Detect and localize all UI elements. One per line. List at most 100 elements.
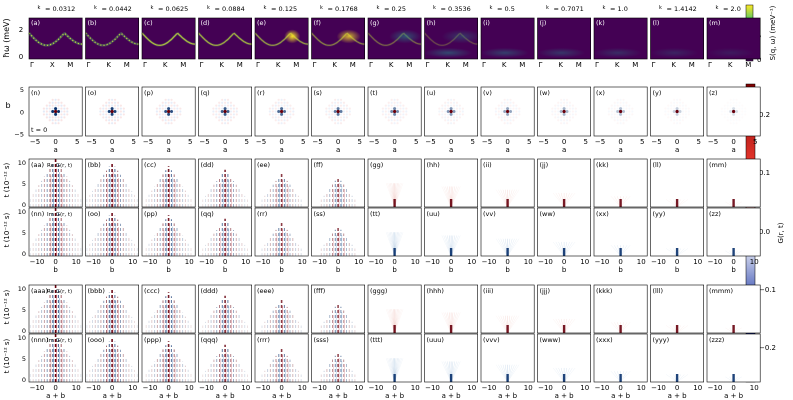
lattice-site xyxy=(664,113,667,116)
lattice-site xyxy=(610,113,613,116)
xtick-label: M xyxy=(463,61,469,69)
xtick-label: K xyxy=(671,61,676,69)
G-fan-line xyxy=(394,309,404,334)
lattice-site xyxy=(628,104,631,107)
lattice-site xyxy=(571,113,574,116)
lattice-site xyxy=(402,113,405,116)
lattice-site xyxy=(274,110,277,113)
lattice-site xyxy=(568,113,572,116)
xlabel: a + b xyxy=(159,392,179,400)
spectrum-panel-0: (a) Γ X M xyxy=(28,17,83,69)
temp-label-5: = 0.1768 xyxy=(328,5,358,13)
lattice-site xyxy=(99,113,102,116)
G-fan-line xyxy=(450,361,459,383)
panel-tag: (ttt) xyxy=(370,336,383,344)
lattice-site xyxy=(277,104,280,107)
panel-frame xyxy=(537,158,592,208)
panel-tag: (rrr) xyxy=(257,336,270,344)
panel-frame xyxy=(367,158,422,208)
lattice-site xyxy=(51,113,54,116)
G-panel-4-5: (fff) xyxy=(311,284,366,334)
G-panel-2-0: (aa) Re G(r, t) xyxy=(28,158,83,208)
lattice-site xyxy=(672,110,676,113)
lattice-site xyxy=(399,107,402,110)
panel-tag: (nn) xyxy=(31,210,44,218)
origin-site xyxy=(110,109,114,114)
lattice-site xyxy=(283,110,287,113)
lattice-site xyxy=(568,110,572,113)
panel-tag: (l) xyxy=(653,19,660,27)
lattice-site xyxy=(325,107,328,110)
realspace-panel-9: (w) −5 0 5 a xyxy=(537,86,592,154)
lattice-site xyxy=(164,107,167,110)
panel-tag: (d) xyxy=(201,19,210,27)
lattice-site xyxy=(226,104,230,107)
lattice-site xyxy=(735,119,738,122)
origin-site xyxy=(732,109,736,114)
lattice-site xyxy=(673,116,676,119)
lattice-site xyxy=(179,110,182,113)
lattice-site xyxy=(337,98,340,101)
lattice-site xyxy=(111,101,114,104)
lattice-site xyxy=(274,107,277,110)
lattice-site xyxy=(503,113,506,116)
G-fan-line xyxy=(669,248,678,257)
xtick-label: −10 xyxy=(708,258,723,266)
realspace-panel-11: (y) −5 0 5 a xyxy=(650,86,705,154)
panel-frame xyxy=(367,86,422,137)
lattice-site xyxy=(325,113,328,116)
lattice-site xyxy=(518,110,521,113)
spectrum-panel-6: (g) Γ K M xyxy=(367,17,422,69)
lattice-site xyxy=(292,113,295,116)
temp-symbol: k xyxy=(94,5,97,11)
panel-frame xyxy=(311,284,366,334)
lattice-site xyxy=(173,101,176,104)
lattice-site xyxy=(449,112,453,116)
panel-tag: (k) xyxy=(596,19,605,27)
lattice-site xyxy=(271,104,274,107)
panel-tag: (u) xyxy=(427,89,436,97)
panel-frame xyxy=(254,17,309,60)
lattice-site xyxy=(119,113,122,116)
lattice-site xyxy=(277,98,280,101)
lattice-site xyxy=(565,110,569,113)
ytick-label: 0 xyxy=(22,201,26,209)
lattice-site xyxy=(565,116,569,119)
G-fan-line xyxy=(563,192,576,208)
lattice-site xyxy=(277,110,281,113)
panel-frame xyxy=(254,333,309,383)
panel-tag: (kk) xyxy=(596,161,609,169)
lattice-site xyxy=(387,113,390,116)
lattice-site xyxy=(396,98,399,101)
lattice-site xyxy=(173,113,176,116)
lattice-site xyxy=(221,119,224,122)
lattice-site xyxy=(119,107,122,110)
xtick-label: 10 xyxy=(354,384,363,392)
G-fan-line xyxy=(676,374,685,383)
lattice-site xyxy=(616,101,619,104)
xtick-label: −10 xyxy=(482,258,497,266)
lattice-site xyxy=(503,122,506,125)
lattice-site xyxy=(387,101,390,104)
origin-site xyxy=(336,109,340,114)
panel-frame xyxy=(198,207,253,257)
panel-tag: (w) xyxy=(540,89,550,97)
lattice-site xyxy=(286,104,289,107)
xtick-label: 10 xyxy=(467,384,476,392)
xtick-label: 10 xyxy=(185,258,194,266)
lattice-site xyxy=(331,107,334,110)
lattice-site xyxy=(113,119,117,122)
lattice-site xyxy=(334,122,337,125)
lattice-site xyxy=(616,104,619,107)
xtick-label: K xyxy=(558,61,563,69)
lattice-site xyxy=(229,116,233,119)
lattice-site xyxy=(619,112,623,116)
ytick-label: 10 xyxy=(18,159,26,167)
xtick-label: K xyxy=(106,61,111,69)
G-fan-line xyxy=(620,245,631,257)
lattice-site xyxy=(63,116,66,119)
G-panel-2-1: (bb) xyxy=(85,158,140,208)
realspace-panel-2: (p) −5 0 5 a xyxy=(141,86,196,154)
lattice-site xyxy=(342,116,346,119)
lattice-site xyxy=(515,116,518,119)
